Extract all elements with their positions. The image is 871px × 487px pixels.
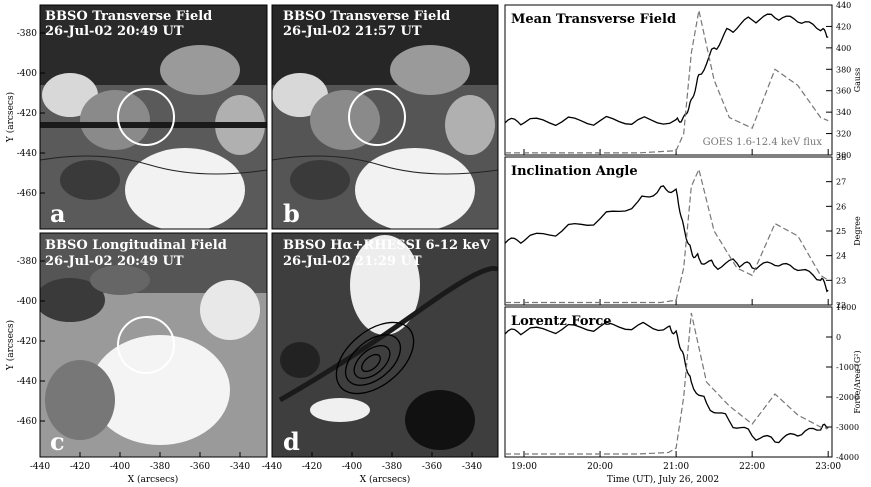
chart-y-tick-label: -4000 — [836, 453, 859, 462]
image-x-tick-label: -360 — [422, 462, 442, 472]
image-x-tick-label: -380 — [382, 462, 402, 472]
time-axis-label: Time (UT), July 26, 2002 — [607, 474, 719, 485]
image-x-tick-label: -340 — [462, 462, 482, 472]
ylabel-bottom: Y (arcsecs) — [5, 320, 16, 371]
ylabel-top: Y (arcsecs) — [5, 92, 16, 143]
region-circle-a — [117, 88, 175, 146]
image-y-ticks: -380 -400 -420 -440 -460 -380 -400 -420 -440 -460 — [17, 29, 45, 427]
image-x-tick-label: -380 — [150, 462, 170, 472]
image-y-tick-label: -400 — [17, 297, 37, 307]
panel-d-letter: d — [283, 427, 300, 456]
image-x-tick-label: -420 — [70, 462, 90, 472]
chart-y-tick-label: 24 — [836, 252, 846, 261]
region-circle-c — [117, 316, 175, 374]
goes-flux-line — [505, 10, 829, 154]
chart-frame — [504, 306, 833, 458]
chart-frame — [504, 4, 833, 156]
image-y-tick-label: -440 — [17, 149, 37, 159]
chart-y-tick-label: 340 — [836, 108, 851, 117]
chart-y-tick-label: -3000 — [836, 423, 859, 432]
time-tick-label: 20:00 — [587, 462, 613, 472]
image-x-ticks: -440 -420 -400 -380 -360 -340 -440 -420 -400 -380… — [30, 452, 482, 472]
panel-c-time: 26-Jul-02 20:49 UT — [45, 254, 184, 269]
time-tick-label: 22:00 — [739, 462, 765, 472]
image-x-tick-label: -400 — [110, 462, 130, 472]
time-axis-ticks: 19:00 20:00 21:00 22:00 23:00 — [511, 462, 841, 472]
panel-b — [272, 5, 498, 229]
series-line — [504, 13, 829, 127]
image-y-tick-label: -460 — [17, 417, 37, 427]
chart-ylabel: Gauss — [853, 68, 862, 93]
image-x-tick-label: -440 — [30, 462, 50, 472]
chart-frame — [504, 156, 833, 306]
panel-c-title: BBSO Longitudinal Field — [45, 238, 227, 253]
chart-y-tick-label: -1000 — [836, 363, 859, 372]
time-series-charts: 300 320 340 360 380 400 420 440 Mean Transverse … — [504, 1, 862, 462]
image-y-tick-label: -420 — [17, 337, 37, 347]
image-x-tick-label: -440 — [262, 462, 282, 472]
chart-y-tick-label: 360 — [836, 87, 851, 96]
panel-b-time: 26-Jul-02 21:57 UT — [283, 24, 422, 39]
panel-a-title: BBSO Transverse Field — [45, 9, 212, 24]
panel-d-time: 26-Jul-02 21:29 UT — [283, 254, 422, 269]
image-x-tick-label: -360 — [190, 462, 210, 472]
panel-a-time: 26-Jul-02 20:49 UT — [45, 24, 184, 39]
chart-y-tick-label: 0 — [836, 333, 841, 342]
chart-y-tick-label: 420 — [836, 22, 851, 31]
chart-y-tick-label: 300 — [836, 151, 851, 160]
chart-ylabel: Force/Area (G²) — [853, 350, 862, 413]
panel-c — [40, 233, 267, 457]
region-circle-b — [348, 88, 406, 146]
panel-a-letter: a — [50, 199, 66, 228]
chart-3: -4000 -3000 -2000 -1000 0 1000 Lorentz Force Fo… — [504, 303, 862, 462]
chart-y-tick-label: 400 — [836, 44, 851, 53]
chart-title: Lorentz Force — [511, 314, 612, 329]
image-y-tick-label: -400 — [17, 69, 37, 79]
chart-y-tick-label: 320 — [836, 130, 851, 139]
chart-y-tick-label: 27 — [836, 178, 846, 187]
xlabel-left: X (arcsecs) — [128, 474, 179, 485]
time-tick-label: 23:00 — [815, 462, 841, 472]
xlabel-right: X (arcsecs) — [360, 474, 411, 485]
image-y-tick-label: -460 — [17, 189, 37, 199]
goes-flux-line — [505, 167, 829, 304]
image-x-tick-label: -340 — [230, 462, 250, 472]
time-tick-label: 19:00 — [511, 462, 537, 472]
series-line — [504, 321, 829, 444]
chart-y-tick-label: 1000 — [836, 303, 856, 312]
chart-y-tick-label: 25 — [836, 227, 846, 236]
time-tick-label: 21:00 — [663, 462, 689, 472]
chart-title: Mean Transverse Field — [511, 12, 676, 27]
chart-y-tick-label: 28 — [836, 153, 846, 162]
chart-title: Inclination Angle — [511, 164, 638, 179]
chart-y-tick-label: 440 — [836, 1, 851, 10]
rhessi-contours — [335, 321, 415, 395]
chart-y-tick-label: 380 — [836, 65, 851, 74]
chart-2: 22 23 24 25 26 27 28 Inclination Angle Degree — [504, 153, 862, 310]
panel-c-letter: c — [50, 427, 65, 456]
chart-ylabel: Degree — [853, 216, 862, 246]
series-line — [504, 185, 829, 293]
chart-y-tick-label: -2000 — [836, 393, 859, 402]
image-x-tick-label: -400 — [342, 462, 362, 472]
panel-a — [40, 5, 267, 229]
panel-b-title: BBSO Transverse Field — [283, 9, 450, 24]
chart-y-tick-label: 26 — [836, 202, 846, 211]
panel-b-letter: b — [283, 199, 300, 228]
chart-1: 300 320 340 360 380 400 420 440 Mean Transverse … — [504, 1, 862, 160]
image-x-tick-label: -420 — [302, 462, 322, 472]
chart-annotation: GOES 1.6-12.4 keV flux — [703, 137, 823, 148]
image-y-tick-label: -380 — [17, 257, 37, 267]
chart-y-tick-label: 23 — [836, 276, 846, 285]
image-y-tick-label: -420 — [17, 109, 37, 119]
panel-d-title: BBSO Hα+RHESSI 6-12 keV — [283, 238, 491, 253]
image-y-tick-label: -440 — [17, 377, 37, 387]
panel-d — [272, 233, 498, 457]
image-y-tick-label: -380 — [17, 29, 37, 39]
goes-flux-line — [505, 312, 829, 455]
chart-y-tick-label: 22 — [836, 301, 846, 310]
